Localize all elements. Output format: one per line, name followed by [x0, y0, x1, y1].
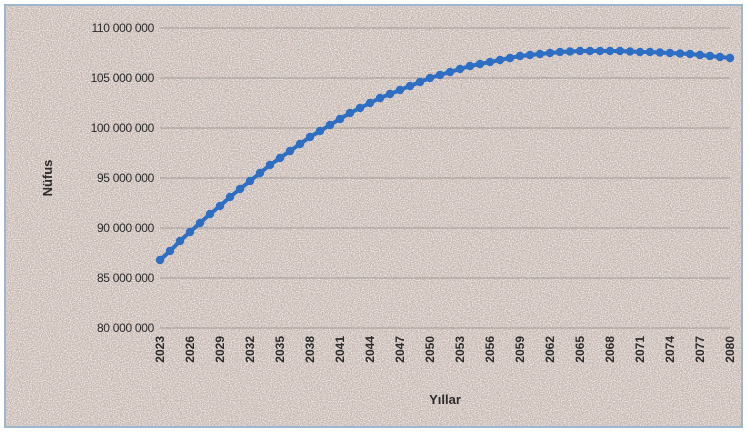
data-point	[585, 46, 595, 56]
x-tick-label: 2023	[153, 336, 167, 363]
data-point	[505, 53, 515, 63]
data-point	[335, 114, 345, 124]
x-tick-label: 2059	[513, 336, 527, 363]
data-point	[545, 48, 555, 58]
data-point	[515, 51, 525, 61]
x-tick-label: 2026	[183, 336, 197, 363]
x-tick-label: 2035	[273, 336, 287, 363]
data-point	[195, 218, 205, 228]
data-point	[455, 64, 465, 74]
data-point	[465, 61, 475, 71]
data-point	[285, 146, 295, 156]
data-point	[425, 73, 435, 83]
data-point	[525, 50, 535, 60]
data-point	[625, 47, 635, 56]
data-point	[705, 51, 715, 61]
data-point	[555, 47, 565, 57]
data-point	[175, 236, 185, 246]
x-tick-label: 2080	[723, 336, 737, 363]
data-point	[355, 103, 365, 113]
data-point	[725, 53, 735, 63]
data-point	[655, 48, 665, 57]
data-point	[435, 70, 445, 80]
data-point	[185, 227, 195, 237]
data-point	[605, 46, 615, 56]
chart-frame: 80 000 000 85 000 000 90 000 000 95 000 000…	[4, 4, 743, 428]
data-point	[685, 49, 695, 59]
data-point	[295, 139, 305, 149]
x-tick-label: 2038	[303, 336, 317, 363]
x-tick-label: 2041	[333, 336, 347, 363]
data-point	[215, 201, 225, 211]
data-point	[475, 59, 485, 69]
chart-background	[6, 6, 741, 426]
data-point	[675, 49, 685, 58]
data-point	[645, 47, 655, 57]
data-point	[265, 160, 275, 170]
data-point	[325, 120, 335, 130]
y-tick-label: 80 000 000	[97, 321, 155, 335]
data-point	[165, 246, 175, 256]
data-point	[305, 132, 315, 142]
x-tick-label: 2050	[423, 336, 437, 363]
data-point	[375, 93, 385, 103]
x-axis-ticks: 2023 2026 2029 2032 2035 2038 2041 2044 2047 2050…	[153, 336, 737, 363]
data-point	[575, 46, 585, 56]
data-point	[415, 77, 425, 87]
x-tick-label: 2065	[573, 336, 587, 363]
x-tick-label: 2074	[663, 336, 677, 363]
series-points	[155, 46, 735, 265]
x-tick-label: 2029	[213, 336, 227, 363]
y-tick-label: 90 000 000	[97, 221, 155, 235]
y-tick-label: 105 000 000	[91, 71, 155, 85]
data-point	[345, 108, 355, 118]
y-axis-title: Nüfus	[40, 160, 55, 197]
data-point	[715, 52, 725, 62]
data-point	[245, 176, 255, 186]
x-tick-label: 2062	[543, 336, 557, 363]
population-line-chart: 80 000 000 85 000 000 90 000 000 95 000 000…	[6, 6, 741, 426]
x-tick-label: 2077	[693, 336, 707, 363]
data-point	[565, 47, 575, 56]
data-point	[635, 47, 645, 57]
x-tick-label: 2044	[363, 336, 377, 363]
data-point	[255, 168, 265, 178]
data-point	[225, 192, 235, 202]
y-tick-label: 85 000 000	[97, 271, 155, 285]
data-point	[205, 209, 215, 219]
data-point	[385, 89, 395, 99]
data-point	[405, 81, 415, 91]
y-axis-ticks: 80 000 000 85 000 000 90 000 000 95 000 000…	[91, 21, 155, 335]
x-tick-label: 2047	[393, 336, 407, 363]
x-tick-label: 2068	[603, 336, 617, 363]
data-point	[615, 46, 625, 56]
series-line-path	[158, 49, 731, 262]
y-tick-label: 110 000 000	[91, 21, 154, 35]
data-point	[445, 67, 455, 77]
data-point	[275, 153, 285, 163]
series-line	[158, 49, 731, 262]
y-tick-label: 95 000 000	[97, 171, 155, 185]
data-point	[155, 255, 165, 265]
data-point	[495, 55, 505, 65]
x-axis-title: Yıllar	[429, 392, 461, 407]
data-point	[235, 184, 245, 194]
data-point	[535, 49, 545, 59]
data-point	[365, 98, 375, 108]
data-point	[395, 85, 405, 95]
x-tick-label: 2056	[483, 336, 497, 363]
data-point	[485, 57, 495, 67]
data-point	[665, 48, 675, 58]
data-point	[595, 46, 605, 56]
x-tick-label: 2032	[243, 336, 257, 363]
x-tick-label: 2053	[453, 336, 467, 363]
data-point	[315, 126, 325, 136]
data-point	[695, 50, 705, 60]
y-tick-label: 100 000 000	[91, 121, 155, 135]
x-tick-label: 2071	[633, 336, 647, 363]
